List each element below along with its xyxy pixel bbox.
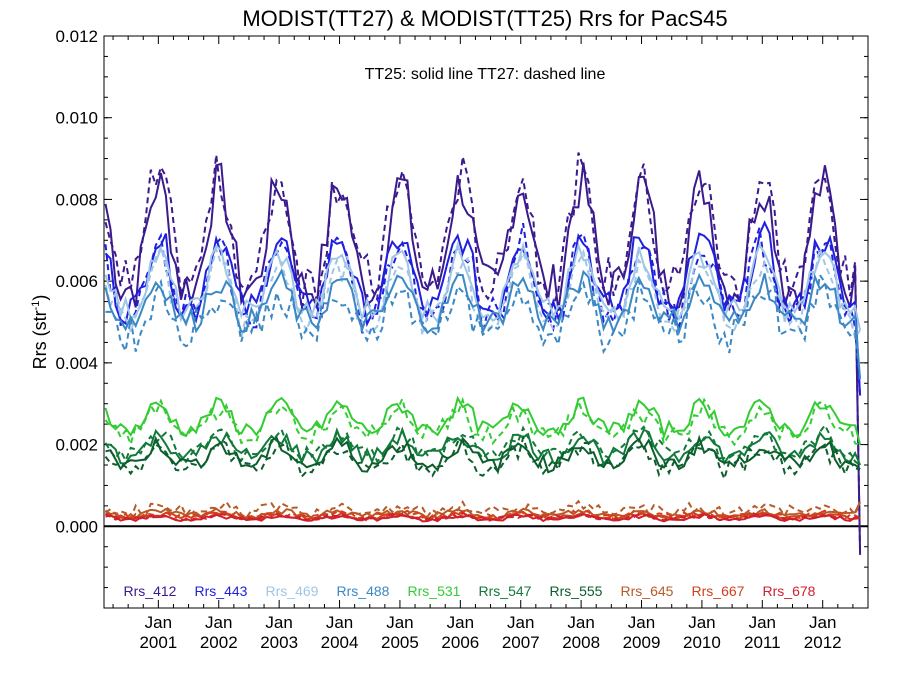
- legend-entry-rrs-667: Rrs_667: [692, 583, 745, 599]
- y-tick-label: 0.002: [55, 436, 98, 455]
- legend-entry-rrs-531: Rrs_531: [408, 583, 461, 599]
- series-line-rrs-488-tt27: [105, 272, 862, 380]
- x-tick-label-month: Jan: [447, 613, 474, 632]
- x-tick-label-month: Jan: [265, 613, 292, 632]
- legend-entry-rrs-412: Rrs_412: [124, 583, 177, 599]
- x-tick-label-year: 2010: [683, 633, 721, 652]
- x-tick-label-year: 2005: [381, 633, 419, 652]
- x-tick-label-year: 2012: [804, 633, 842, 652]
- x-tick-label-month: Jan: [145, 613, 172, 632]
- line-style-annotation: TT25: solid line TT27: dashed line: [365, 66, 606, 83]
- x-tick-label-year: 2001: [139, 633, 177, 652]
- y-tick-label: 0.012: [55, 27, 98, 46]
- series-line-rrs-412-tt27: [104, 152, 862, 555]
- y-tick-label: 0.004: [55, 354, 98, 373]
- y-tick-label: 0.006: [55, 272, 98, 291]
- series-line-rrs-645-tt27: [104, 499, 862, 521]
- x-tick-label-year: 2009: [623, 633, 661, 652]
- legend-entry-rrs-678: Rrs_678: [763, 583, 816, 599]
- x-tick-label-month: Jan: [386, 613, 413, 632]
- x-tick-label-year: 2011: [744, 633, 781, 652]
- series-line-rrs-678-tt27: [104, 512, 861, 523]
- x-tick-label-month: Jan: [749, 613, 776, 632]
- series-line-rrs-555-tt27: [104, 434, 861, 482]
- x-tick-label-year: 2004: [321, 633, 359, 652]
- plot-frame: [103, 35, 869, 609]
- x-tick-label-year: 2007: [502, 633, 540, 652]
- chart-title: MODIST(TT27) & MODIST(TT25) Rrs for PacS…: [242, 6, 727, 31]
- x-tick-label-month: Jan: [809, 613, 836, 632]
- series-line-rrs-531-tt27: [104, 395, 861, 448]
- x-tick-label-month: Jan: [326, 613, 353, 632]
- y-tick-label: 0.000: [55, 517, 98, 536]
- x-tick-label-year: 2008: [562, 633, 600, 652]
- y-axis-label-superscript: -1: [30, 301, 42, 311]
- plot-area: 0.0000.0020.0040.0060.0080.0100.012Jan20…: [55, 27, 869, 652]
- x-tick-label-month: Jan: [205, 613, 232, 632]
- y-axis-label-main: Rrs (str: [30, 310, 50, 369]
- y-tick-label: 0.008: [55, 190, 98, 209]
- series-line-rrs-547-tt27: [104, 423, 861, 466]
- y-tick-label: 0.010: [55, 109, 98, 128]
- legend-entry-rrs-547: Rrs_547: [479, 583, 532, 599]
- series-line-rrs-531-tt25: [104, 395, 862, 445]
- y-axis-label: Rrs (str-1): [30, 295, 50, 370]
- series-line-rrs-555-tt25: [105, 434, 861, 475]
- x-tick-label-year: 2002: [200, 633, 238, 652]
- x-tick-label-month: Jan: [567, 613, 594, 632]
- legend-entry-rrs-645: Rrs_645: [621, 583, 674, 599]
- series-line-rrs-412-tt25: [104, 162, 862, 555]
- x-tick-label-month: Jan: [688, 613, 715, 632]
- legend-entry-rrs-443: Rrs_443: [195, 583, 248, 599]
- legend-entry-rrs-555: Rrs_555: [550, 583, 603, 599]
- legend-entry-rrs-469: Rrs_469: [266, 583, 319, 599]
- x-tick-label-year: 2003: [260, 633, 298, 652]
- x-tick-label-month: Jan: [507, 613, 534, 632]
- x-tick-label-year: 2006: [441, 633, 479, 652]
- legend-entry-rrs-488: Rrs_488: [337, 583, 390, 599]
- x-tick-label-month: Jan: [628, 613, 655, 632]
- y-axis-label-close: ): [30, 295, 50, 301]
